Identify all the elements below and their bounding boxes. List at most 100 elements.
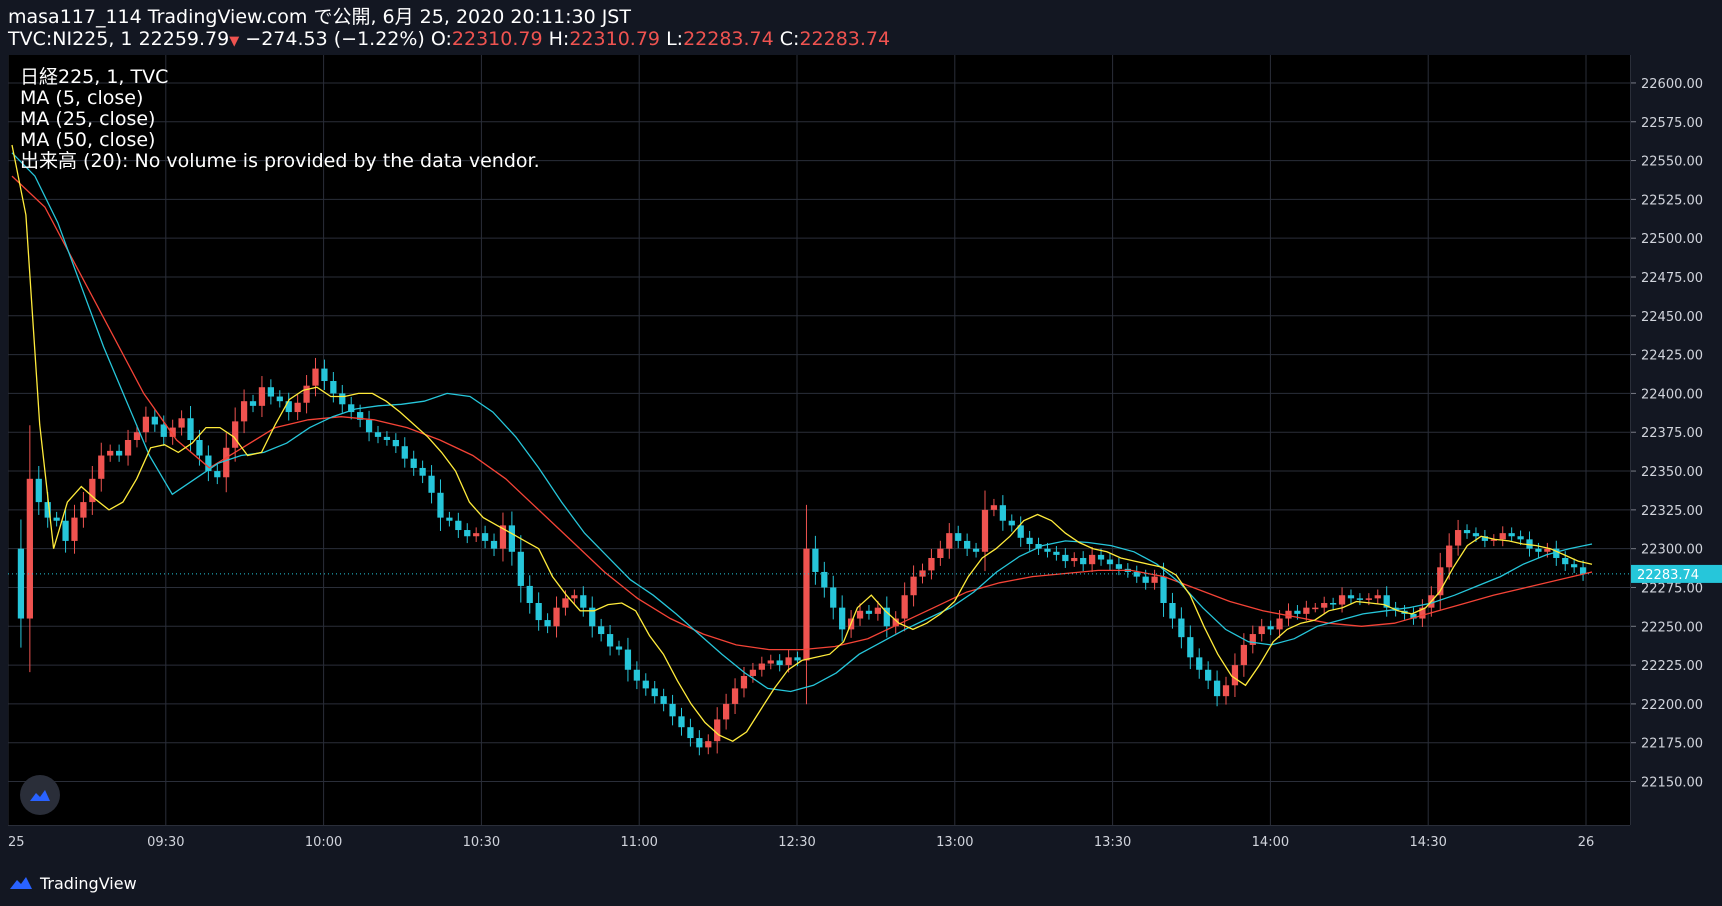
candle-body — [1579, 567, 1587, 574]
legend-volume[interactable]: 出来高 (20): No volume is provided by the d… — [20, 150, 540, 172]
tradingview-logo-icon — [10, 877, 32, 889]
down-arrow-icon: ▼ — [229, 34, 240, 49]
candle-body — [901, 595, 908, 619]
price-tick-label: 22250.00 — [1641, 620, 1703, 635]
candle-body — [1472, 533, 1480, 537]
price-tick-label: 22500.00 — [1641, 232, 1703, 247]
candle-body — [223, 447, 230, 478]
symbol-label: TVC:NI225, 1 — [8, 28, 133, 50]
candle-body — [624, 649, 632, 670]
legend-ma50[interactable]: MA (50, close) — [20, 129, 156, 151]
candle-body — [937, 548, 944, 558]
candle-body — [428, 475, 435, 493]
candle-body — [990, 505, 998, 510]
price-axis[interactable]: 22600.00 22575.00 22550.00 22525.00 22500.00… — [1630, 55, 1722, 825]
candle-body — [517, 551, 524, 586]
candle-body — [267, 387, 274, 397]
candle-body — [1178, 618, 1185, 638]
ma5-line — [11, 144, 1593, 742]
time-tick-label: 09:30 — [147, 835, 184, 850]
candle-body — [401, 446, 408, 459]
candle-body — [348, 404, 355, 413]
price-tick-label: 22200.00 — [1641, 698, 1703, 713]
candle-body — [1285, 610, 1292, 619]
candle-body — [107, 450, 114, 456]
candle-body — [44, 502, 51, 518]
candle-body — [1562, 557, 1569, 565]
price-tick-label: 22175.00 — [1641, 737, 1703, 752]
candle-body — [740, 675, 748, 689]
candle-body — [1080, 557, 1087, 565]
price-tick-label: 22150.00 — [1641, 776, 1703, 791]
candle-body — [232, 421, 239, 448]
candle-body — [946, 533, 953, 549]
candle-body — [446, 517, 453, 521]
candle-body — [1008, 520, 1015, 526]
candle-body — [1535, 548, 1542, 552]
candle-body — [98, 455, 105, 479]
candle-body — [169, 427, 176, 437]
time-tick-label: 11:00 — [620, 835, 657, 850]
candle-body — [374, 432, 382, 437]
ma50-line — [11, 175, 1593, 651]
candle-body — [642, 680, 649, 689]
ma25-line — [11, 152, 1593, 693]
candle-body — [981, 509, 989, 552]
high-value: 22310.79 — [569, 28, 661, 50]
candle-body — [1267, 626, 1274, 630]
candle-body — [606, 634, 614, 647]
candle-body — [1062, 554, 1069, 562]
candle-body — [1169, 603, 1176, 619]
candle-body — [571, 595, 578, 599]
candle-body — [410, 458, 417, 468]
legend-title[interactable]: 日経225, 1, TVC — [20, 66, 169, 88]
candle-body — [1276, 618, 1283, 630]
candle-body — [1365, 598, 1372, 600]
candle-body — [1088, 554, 1096, 565]
candle-body — [1205, 669, 1212, 681]
price-tick-label: 22225.00 — [1641, 659, 1703, 674]
candle-body — [1419, 607, 1426, 619]
candle-body — [580, 595, 587, 608]
candle-body — [178, 418, 185, 428]
candle-body — [71, 517, 78, 541]
candle-body — [240, 401, 248, 422]
candle-body — [1231, 665, 1239, 686]
candle-body — [124, 440, 132, 456]
candle-body — [874, 607, 881, 614]
chart-pane[interactable]: 日経225, 1, TVC MA (5, close) MA (25, clos… — [8, 55, 1630, 825]
last-price: 22259.79 — [138, 28, 230, 50]
candle-body — [856, 610, 864, 619]
publish-info: masa117_114 TradingView.com で公開, 6月 25, … — [8, 6, 631, 28]
time-axis[interactable]: 25 09:30 10:00 10:30 11:00 12:30 13:00 13:30 14:… — [8, 825, 1630, 856]
candle-body — [1347, 595, 1355, 599]
candle-body — [919, 570, 926, 577]
candle-body — [723, 703, 730, 720]
candle-body — [883, 607, 890, 627]
price-chart[interactable] — [8, 55, 1630, 825]
candle-body — [687, 727, 694, 739]
candle-body — [1097, 554, 1105, 560]
price-tick-label: 22350.00 — [1641, 465, 1703, 480]
legend-ma5[interactable]: MA (5, close) — [20, 87, 144, 109]
candle-body — [830, 587, 837, 608]
candle-body — [80, 502, 87, 518]
tradingview-cloud-icon[interactable] — [20, 775, 60, 815]
candle-body — [714, 719, 721, 742]
candle-body — [892, 618, 899, 627]
candle-body — [1222, 685, 1230, 697]
candle-body — [1071, 557, 1078, 562]
candle-body — [294, 402, 301, 413]
price-tick-label: 22525.00 — [1641, 193, 1703, 208]
legend-ma25[interactable]: MA (25, close) — [20, 108, 156, 130]
candle-body — [535, 603, 542, 621]
candle-body — [758, 663, 765, 670]
candle-body — [767, 660, 774, 664]
price-tick-label: 22375.00 — [1641, 426, 1703, 441]
price-tick-label: 22275.00 — [1641, 581, 1703, 596]
candle-body — [696, 738, 703, 748]
ohlc-row: TVC:NI225, 1 22259.79▼ −274.53 (−1.22%) … — [8, 28, 890, 53]
candle-body — [481, 533, 489, 541]
candle-body — [339, 393, 346, 405]
candle-body — [544, 620, 551, 627]
